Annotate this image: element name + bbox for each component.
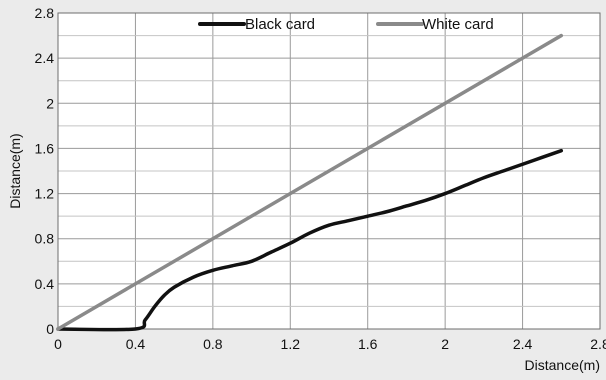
x-tick-label: 2 (441, 336, 449, 352)
y-tick-labels: 0 0.4 0.8 1.2 1.6 2 2.4 2.8 (35, 5, 55, 337)
series-lines (56, 33, 564, 332)
x-tick-label: 0.8 (203, 336, 223, 352)
y-tick-label: 0.4 (35, 276, 55, 292)
y-tick-label: 2.4 (35, 50, 55, 66)
legend-label-black-card: Black card (245, 16, 315, 33)
x-tick-label: 0.4 (126, 336, 146, 352)
axes (57, 12, 601, 330)
x-tick-label: 0 (54, 336, 62, 352)
y-tick-label: 1.2 (35, 186, 55, 202)
x-tick-label: 2.4 (513, 336, 533, 352)
series-line-white-card (56, 33, 564, 331)
x-tick-labels: 0 0.4 0.8 1.2 1.6 2 2.4 2.8 (54, 336, 606, 352)
y-tick-label: 1.6 (35, 140, 55, 156)
y-tick-label: 2.8 (35, 5, 55, 21)
x-tick-label: 1.2 (281, 336, 301, 352)
plot-border (57, 12, 601, 330)
y-tick-label: 0 (46, 321, 54, 337)
series-line-black-card (56, 148, 564, 332)
y-tick-label: 0.8 (35, 231, 55, 247)
legend-label-white-card: White card (422, 16, 494, 33)
legend: Black card White card (198, 16, 494, 33)
x-axis-title: Distance(m) (525, 357, 600, 373)
y-axis-title: Distance(m) (7, 133, 23, 208)
x-tick-label: 2.8 (590, 336, 606, 352)
x-tick-label: 1.6 (358, 336, 378, 352)
y-tick-label: 2 (46, 95, 54, 111)
